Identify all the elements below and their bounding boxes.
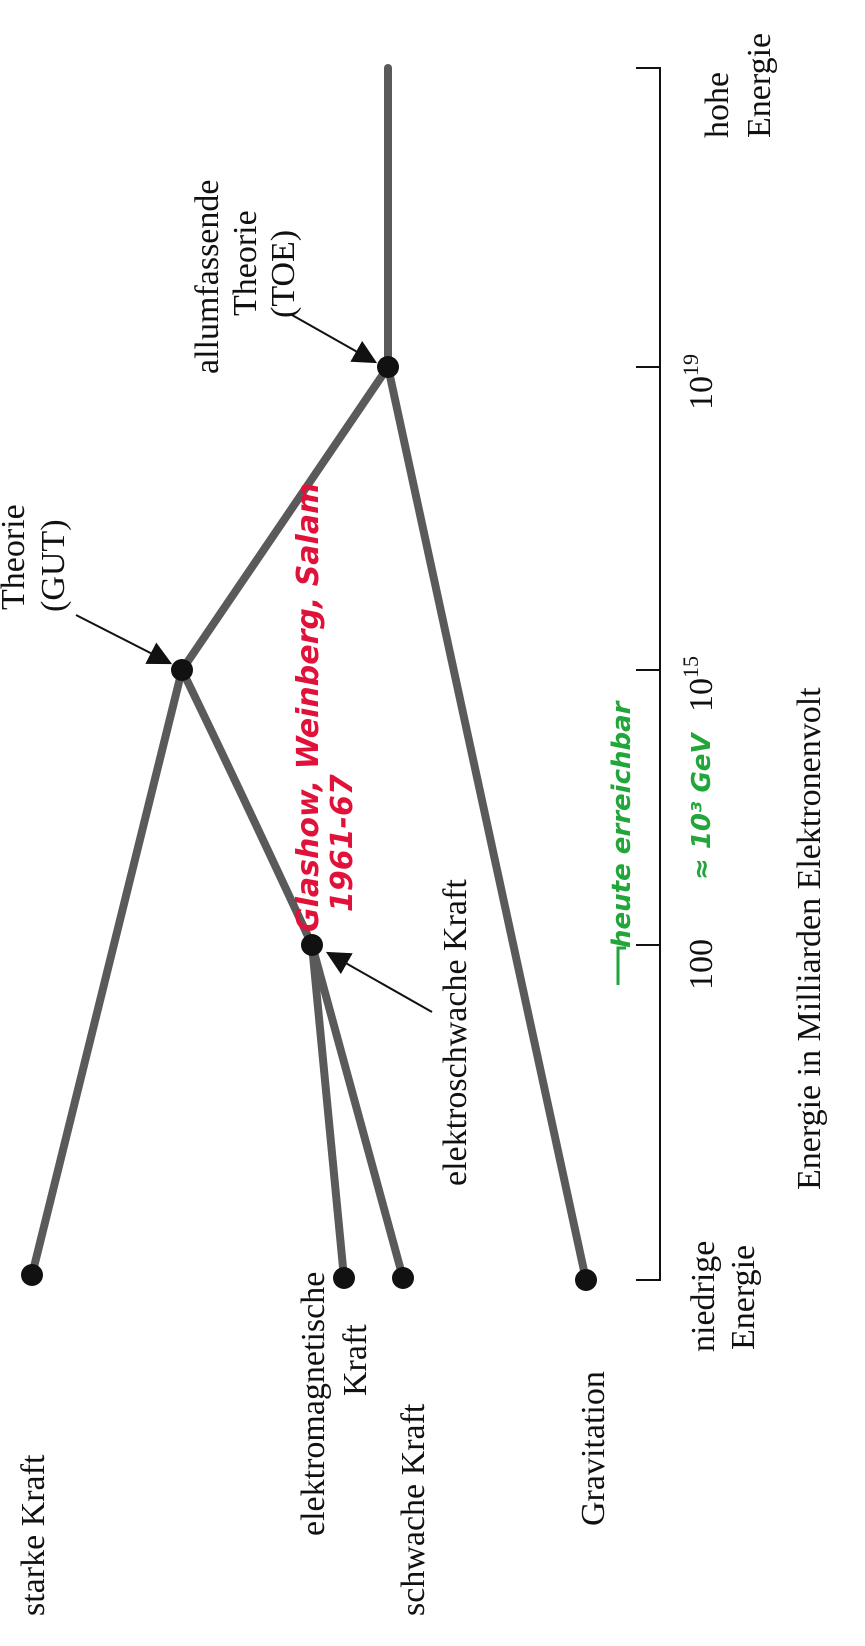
node-gravity <box>575 1269 597 1291</box>
branch-gut-toe <box>178 363 392 674</box>
axis-tick-label-100: 100 <box>683 939 720 990</box>
axis-low-energy-line1: niedrige <box>685 1241 722 1352</box>
label-electroweak: elektroschwache Kraft <box>437 879 474 1186</box>
label-toe-line1: allumfassende <box>189 180 226 375</box>
tick-1e19-base: 10 <box>683 376 720 410</box>
axis-tick-label-1e19: 1019 <box>678 354 720 410</box>
label-gut-line1: Theorie <box>0 504 32 610</box>
label-strong-force: starke Kraft <box>15 1454 52 1616</box>
branch-electroweak <box>178 666 316 949</box>
axis-title: Energie in Milliarden Elektronenvolt <box>791 687 828 1190</box>
label-toe-line3: (TOE) <box>265 230 302 318</box>
node-strong <box>21 1264 43 1286</box>
axis-low-energy-line2: Energie <box>725 1245 762 1350</box>
note-green-line2: ≈ 10³ GeV <box>687 732 717 880</box>
arrow-toe <box>291 314 378 364</box>
branch-strong <box>28 666 186 1279</box>
note-red-line1: Glashow, Weinberg, Salam <box>291 483 326 932</box>
node-weak <box>392 1267 414 1289</box>
arrow-electroweak <box>325 951 433 1013</box>
note-green-line1: heute erreichbar <box>607 699 637 948</box>
axis-high-energy-line1: hohe <box>699 72 736 138</box>
label-weak-force: schwache Kraft <box>395 1403 432 1616</box>
branch-em <box>308 941 348 1282</box>
node-toe <box>377 356 399 378</box>
axis-high-energy-line2: Energie <box>741 33 778 138</box>
node-gut <box>171 659 193 681</box>
label-gravity: Gravitation <box>575 1371 612 1526</box>
branch-gravity <box>384 363 590 1284</box>
energy-axis <box>636 67 661 1281</box>
branch-weak <box>308 941 407 1282</box>
label-em-force-line2: Kraft <box>337 1324 374 1396</box>
tick-1e15-base: 10 <box>683 678 720 712</box>
node-electroweak <box>301 934 323 956</box>
node-em <box>333 1267 355 1289</box>
arrow-gut <box>75 614 173 665</box>
tick-1e19-exp: 19 <box>678 354 703 376</box>
tick-1e15-exp: 15 <box>678 656 703 678</box>
label-gut-line2: (GUT) <box>35 519 72 612</box>
axis-tick-label-1e15: 1015 <box>678 656 720 712</box>
green-marker <box>616 946 626 985</box>
note-red-line2: 1961-67 <box>325 774 360 912</box>
label-toe-line2: Theorie <box>227 210 264 316</box>
label-em-force-line1: elektromagnetische <box>295 1272 332 1536</box>
